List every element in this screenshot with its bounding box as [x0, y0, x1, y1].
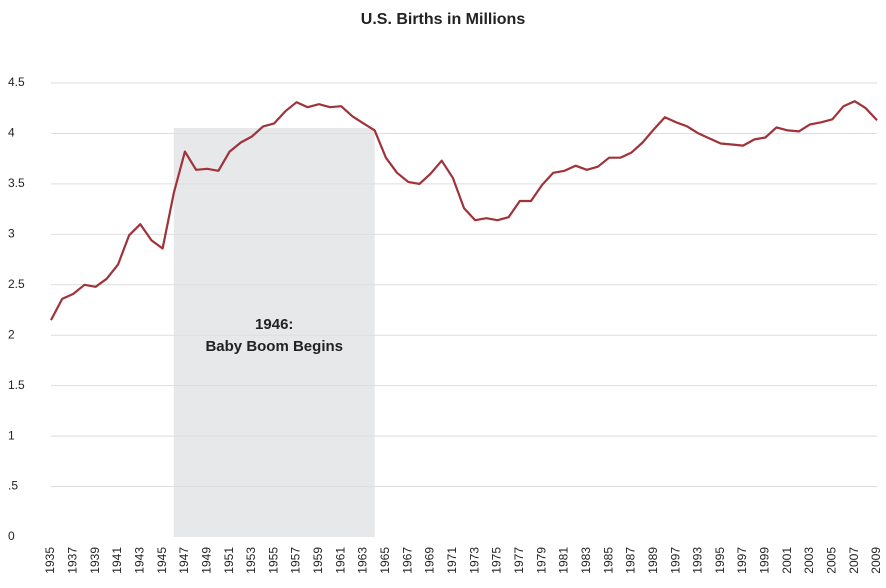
x-tick-label: 1943 — [132, 547, 146, 574]
x-tick-label: 2001 — [780, 547, 794, 574]
x-tick-label: 1969 — [423, 547, 437, 574]
x-tick-label: 1995 — [713, 547, 727, 574]
y-tick-label: 2.5 — [8, 277, 25, 291]
y-tick-label: 1 — [8, 428, 15, 442]
x-tick-label: 1937 — [65, 547, 79, 574]
y-tick-label: 3.5 — [8, 176, 25, 190]
x-tick-label: 1955 — [266, 547, 280, 574]
x-tick-label: 1975 — [490, 547, 504, 574]
y-tick-label: 4 — [8, 126, 15, 140]
annotation: 1946: — [255, 316, 293, 333]
y-tick-label: .5 — [8, 479, 18, 493]
x-tick-label: 1957 — [289, 547, 303, 574]
x-tick-label: 1997 — [735, 547, 749, 574]
y-tick-label: 3 — [8, 227, 15, 241]
x-tick-label: 2003 — [802, 547, 816, 574]
data-line — [50, 100, 878, 321]
x-tick-label: 2007 — [847, 547, 861, 574]
x-tick-label: 2005 — [825, 547, 839, 574]
x-tick-label: 1981 — [557, 547, 571, 574]
x-tick-label: 1987 — [624, 547, 638, 574]
chart-title: U.S. Births in Millions — [361, 11, 526, 28]
x-tick-label: 1993 — [691, 547, 705, 574]
x-tick-label: 1999 — [758, 547, 772, 574]
x-tick-label: 1963 — [356, 547, 370, 574]
x-tick-label: 1961 — [333, 547, 347, 574]
y-tick-label: 4.5 — [8, 75, 25, 89]
y-tick-label: 0 — [8, 529, 15, 543]
x-tick-label: 1959 — [311, 547, 325, 574]
x-tick-label: 1949 — [199, 547, 213, 574]
x-tick-label: 1997 — [668, 547, 682, 574]
x-tick-label: 1985 — [601, 547, 615, 574]
x-tick-label: 1979 — [534, 547, 548, 574]
x-tick-label: 1989 — [646, 547, 660, 574]
annotation: Baby Boom Begins — [205, 338, 343, 355]
x-tick-label: 1947 — [177, 547, 191, 574]
x-tick-label: 1945 — [155, 547, 169, 574]
x-tick-label: 1939 — [88, 547, 102, 574]
x-tick-label: 1973 — [467, 547, 481, 574]
y-tick-label: 1.5 — [8, 378, 25, 392]
x-tick-label: 1967 — [400, 547, 414, 574]
x-tick-label: 1977 — [512, 547, 526, 574]
x-tick-label: 1935 — [43, 547, 57, 574]
shaded-span — [173, 128, 375, 537]
y-tick-label: 2 — [8, 327, 15, 341]
x-tick-label: 1965 — [378, 547, 392, 574]
x-tick-label: 1983 — [579, 547, 593, 574]
x-tick-label: 1951 — [222, 547, 236, 574]
x-tick-label: 2009 — [869, 547, 883, 574]
x-tick-label: 1971 — [445, 547, 459, 574]
x-tick-label: 1953 — [244, 547, 258, 574]
x-tick-label: 1941 — [110, 547, 124, 574]
